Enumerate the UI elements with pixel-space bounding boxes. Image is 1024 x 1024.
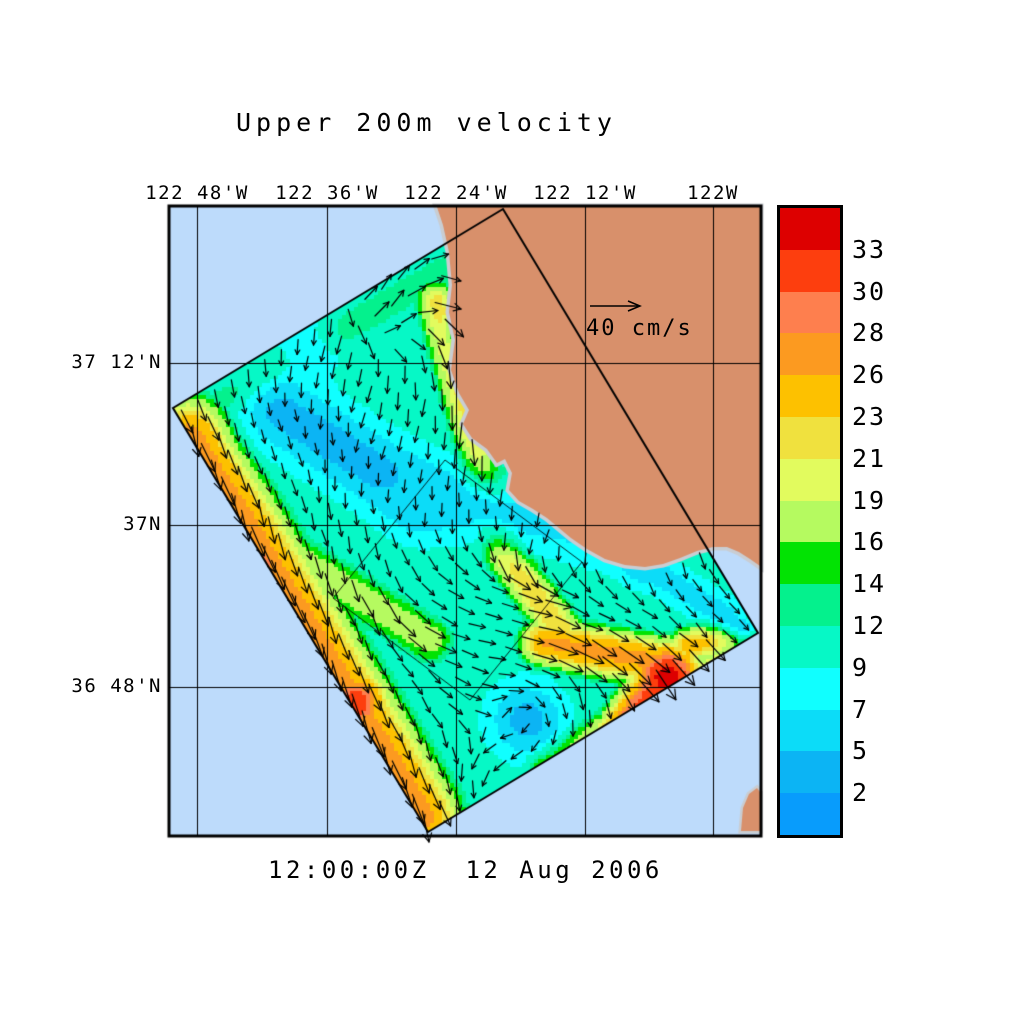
colorbar-band: [780, 625, 840, 668]
x-tick-label: 122W: [687, 182, 739, 204]
colorbar-band: [780, 500, 840, 543]
time-label: 12:00:00Z 12 Aug 2006: [268, 856, 663, 884]
x-tick-label: 122 12'W: [533, 182, 637, 204]
colorbar-band: [780, 416, 840, 459]
colorbar-tick-label: 12: [852, 611, 887, 640]
colorbar-band: [780, 375, 840, 417]
colorbar-tick-label: 19: [852, 485, 887, 515]
colorbar-band: [780, 333, 840, 376]
colorbar-band: [780, 709, 840, 752]
colorbar-tick-label: 7: [852, 694, 870, 724]
x-tick-label: 122 24'W: [404, 182, 508, 204]
y-tick-label: 36 48'N: [71, 675, 162, 697]
colorbar-band: [780, 751, 840, 794]
colorbar-band: [780, 291, 840, 334]
y-tick-label: 37 12'N: [71, 351, 162, 373]
colorbar-tick-label: 16: [852, 527, 887, 557]
colorbar-band: [780, 793, 840, 835]
colorbar-band: [780, 458, 840, 501]
colorbar-tick-label: 21: [852, 443, 887, 473]
colorbar-tick-label: 33: [852, 234, 887, 264]
colorbar-tick-label: 23: [852, 402, 887, 431]
colorbar-tick-label: 26: [852, 360, 887, 390]
colorbar-tick-label: 28: [852, 318, 887, 348]
colorbar-tick-label: 2: [852, 778, 870, 808]
colorbar-band: [780, 584, 840, 626]
colorbar: [777, 205, 843, 838]
colorbar-tick-label: 5: [852, 736, 870, 766]
colorbar-band: [780, 208, 840, 250]
colorbar-tick-label: 14: [852, 569, 887, 599]
colorbar-band: [780, 249, 840, 292]
colorbar-band: [780, 542, 840, 585]
plot-title: Upper 200m velocity: [236, 108, 617, 137]
colorbar-tick-label: 30: [852, 276, 887, 306]
colorbar-band: [780, 667, 840, 710]
y-tick-label: 37N: [123, 513, 162, 535]
x-tick-label: 122 48'W: [145, 182, 249, 204]
scale-arrow-label: 40 cm/s: [586, 316, 693, 341]
colorbar-tick-label: 9: [852, 652, 870, 682]
scale-arrow-icon: [588, 298, 648, 317]
x-tick-label: 122 36'W: [275, 182, 379, 204]
